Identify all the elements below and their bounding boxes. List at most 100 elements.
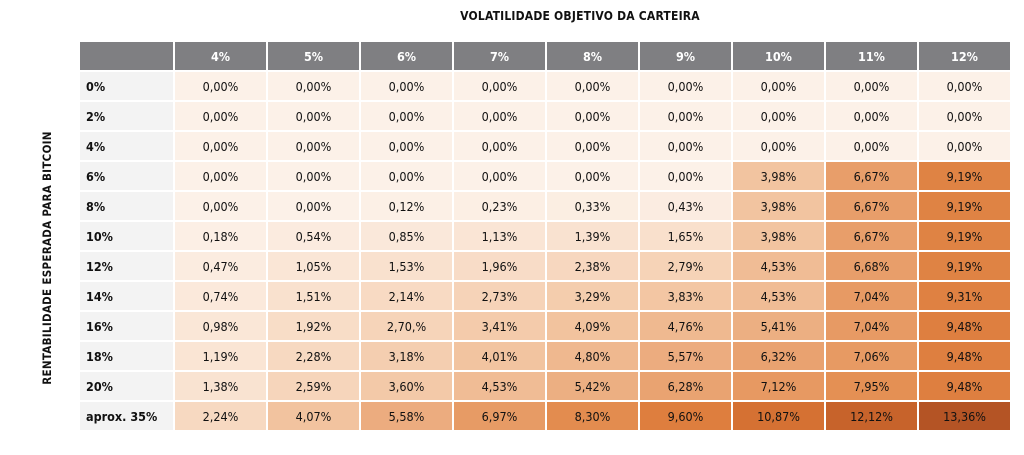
heatmap-cell: 1,53% [361, 252, 452, 280]
heatmap-cell: 0,00% [454, 162, 545, 190]
heatmap-cell: 5,57% [640, 342, 731, 370]
row-header: 4% [80, 132, 173, 160]
heatmap-cell: 13,36% [919, 402, 1010, 430]
heatmap-cell: 4,76% [640, 312, 731, 340]
row-header: 20% [80, 372, 173, 400]
heatmap-cell: 2,79% [640, 252, 731, 280]
heatmap-cell: 0,00% [361, 132, 452, 160]
heatmap-cell: 2,59% [268, 372, 359, 400]
row-header: 6% [80, 162, 173, 190]
heatmap-cell: 0,00% [547, 162, 638, 190]
heatmap-cell: 0,00% [640, 132, 731, 160]
heatmap-cell: 2,14% [361, 282, 452, 310]
heatmap-cell: 9,19% [919, 252, 1010, 280]
table-row: 18% 1,19% 2,28% 3,18% 4,01% 4,80% 5,57% 6,32% 7,… [80, 342, 1010, 370]
table-row: 6% 0,00% 0,00% 0,00% 0,00% 0,00% 0,00% 3,98% 6,6… [80, 162, 1010, 190]
table-row: 4% 0,00% 0,00% 0,00% 0,00% 0,00% 0,00% 0,00% 0,0… [80, 132, 1010, 160]
heatmap-cell: 0,98% [175, 312, 266, 340]
heatmap-cell: 3,98% [733, 162, 824, 190]
heatmap-cell: 0,00% [175, 72, 266, 100]
heatmap-cell: 0,00% [175, 162, 266, 190]
heatmap-cell: 9,19% [919, 162, 1010, 190]
heatmap-cell: 6,67% [826, 222, 917, 250]
heatmap-cell: 0,00% [733, 132, 824, 160]
row-header: 10% [80, 222, 173, 250]
heatmap-cell: 1,19% [175, 342, 266, 370]
heatmap-cell: 1,96% [454, 252, 545, 280]
heatmap-cell: 0,00% [454, 102, 545, 130]
heatmap-cell: 5,42% [547, 372, 638, 400]
heatmap-cell: 9,19% [919, 192, 1010, 220]
heatmap-cell: 0,00% [268, 162, 359, 190]
row-header: aprox. 35% [80, 402, 173, 430]
heatmap-cell: 0,33% [547, 192, 638, 220]
heatmap-cell: 0,00% [361, 72, 452, 100]
row-header: 16% [80, 312, 173, 340]
heatmap-cell: 0,00% [733, 72, 824, 100]
heatmap-cell: 9,19% [919, 222, 1010, 250]
table-row: aprox. 35% 2,24% 4,07% 5,58% 6,97% 8,30% 9,60%… [80, 402, 1010, 430]
table-row: 12% 0,47% 1,05% 1,53% 1,96% 2,38% 2,79% 4,53% 6,… [80, 252, 1010, 280]
heatmap-cell: 3,60% [361, 372, 452, 400]
column-header: 8% [547, 42, 638, 70]
table-row: 10% 0,18% 0,54% 0,85% 1,13% 1,39% 1,65% 3,98% 6,… [80, 222, 1010, 250]
heatmap-cell: 6,32% [733, 342, 824, 370]
heatmap-cell: 9,48% [919, 372, 1010, 400]
heatmap-cell: 7,12% [733, 372, 824, 400]
table-row: 14% 0,74% 1,51% 2,14% 2,73% 3,29% 3,83% 4,53% 7,… [80, 282, 1010, 310]
heatmap-cell: 0,00% [826, 132, 917, 160]
heatmap-cell: 0,00% [826, 72, 917, 100]
heatmap-cell: 6,67% [826, 192, 917, 220]
heatmap-cell: 8,30% [547, 402, 638, 430]
heatmap-cell: 0,00% [919, 102, 1010, 130]
heatmap-cell: 0,00% [640, 102, 731, 130]
heatmap-cell: 0,47% [175, 252, 266, 280]
heatmap-cell: 4,80% [547, 342, 638, 370]
heatmap-cell: 12,12% [826, 402, 917, 430]
row-header: 18% [80, 342, 173, 370]
heatmap-cell: 4,53% [454, 372, 545, 400]
heatmap-cell: 0,00% [919, 132, 1010, 160]
heatmap-cell: 5,41% [733, 312, 824, 340]
y-axis-title: RENTABILIDADE ESPERADA PARA BITCOIN [40, 131, 54, 385]
chart-title: VOLATILIDADE OBJETIVO DA CARTEIRA [460, 9, 700, 23]
heatmap-cell: 0,00% [175, 132, 266, 160]
heatmap-table: 4% 5% 6% 7% 8% 9% 10% 11% 12% 0% 0,00% 0,00% 0,00% 0… [78, 40, 1012, 432]
heatmap-cell: 0,00% [268, 132, 359, 160]
heatmap-body: 0% 0,00% 0,00% 0,00% 0,00% 0,00% 0,00% 0,00% 0,0… [80, 72, 1010, 430]
heatmap-cell: 1,39% [547, 222, 638, 250]
heatmap-cell: 7,04% [826, 282, 917, 310]
table-row: 20% 1,38% 2,59% 3,60% 4,53% 5,42% 6,28% 7,12% 7,… [80, 372, 1010, 400]
heatmap-cell: 0,00% [268, 192, 359, 220]
heatmap-cell: 1,92% [268, 312, 359, 340]
heatmap-cell: 7,06% [826, 342, 917, 370]
heatmap-cell: 2,24% [175, 402, 266, 430]
column-header: 5% [268, 42, 359, 70]
heatmap-cell: 0,00% [454, 132, 545, 160]
heatmap-cell: 0,23% [454, 192, 545, 220]
heatmap-cell: 0,00% [547, 102, 638, 130]
heatmap-cell: 2,38% [547, 252, 638, 280]
heatmap-cell: 0,00% [175, 192, 266, 220]
heatmap-cell: 4,53% [733, 282, 824, 310]
heatmap-cell: 1,38% [175, 372, 266, 400]
table-row: 16% 0,98% 1,92% 2,70,% 3,41% 4,09% 4,76% 5,41% 7… [80, 312, 1010, 340]
column-header: 6% [361, 42, 452, 70]
column-header: 12% [919, 42, 1010, 70]
heatmap-cell: 0,00% [547, 72, 638, 100]
heatmap-cell: 6,28% [640, 372, 731, 400]
column-header: 4% [175, 42, 266, 70]
heatmap-cell: 3,98% [733, 222, 824, 250]
heatmap-cell: 2,73% [454, 282, 545, 310]
heatmap-cell: 0,00% [733, 102, 824, 130]
row-header: 2% [80, 102, 173, 130]
row-header: 0% [80, 72, 173, 100]
heatmap-cell: 0,12% [361, 192, 452, 220]
heatmap-cell: 0,74% [175, 282, 266, 310]
heatmap-cell: 0,00% [919, 72, 1010, 100]
heatmap-cell: 0,00% [640, 162, 731, 190]
heatmap-cell: 4,09% [547, 312, 638, 340]
row-header: 8% [80, 192, 173, 220]
heatmap-cell: 5,58% [361, 402, 452, 430]
heatmap-cell: 7,04% [826, 312, 917, 340]
